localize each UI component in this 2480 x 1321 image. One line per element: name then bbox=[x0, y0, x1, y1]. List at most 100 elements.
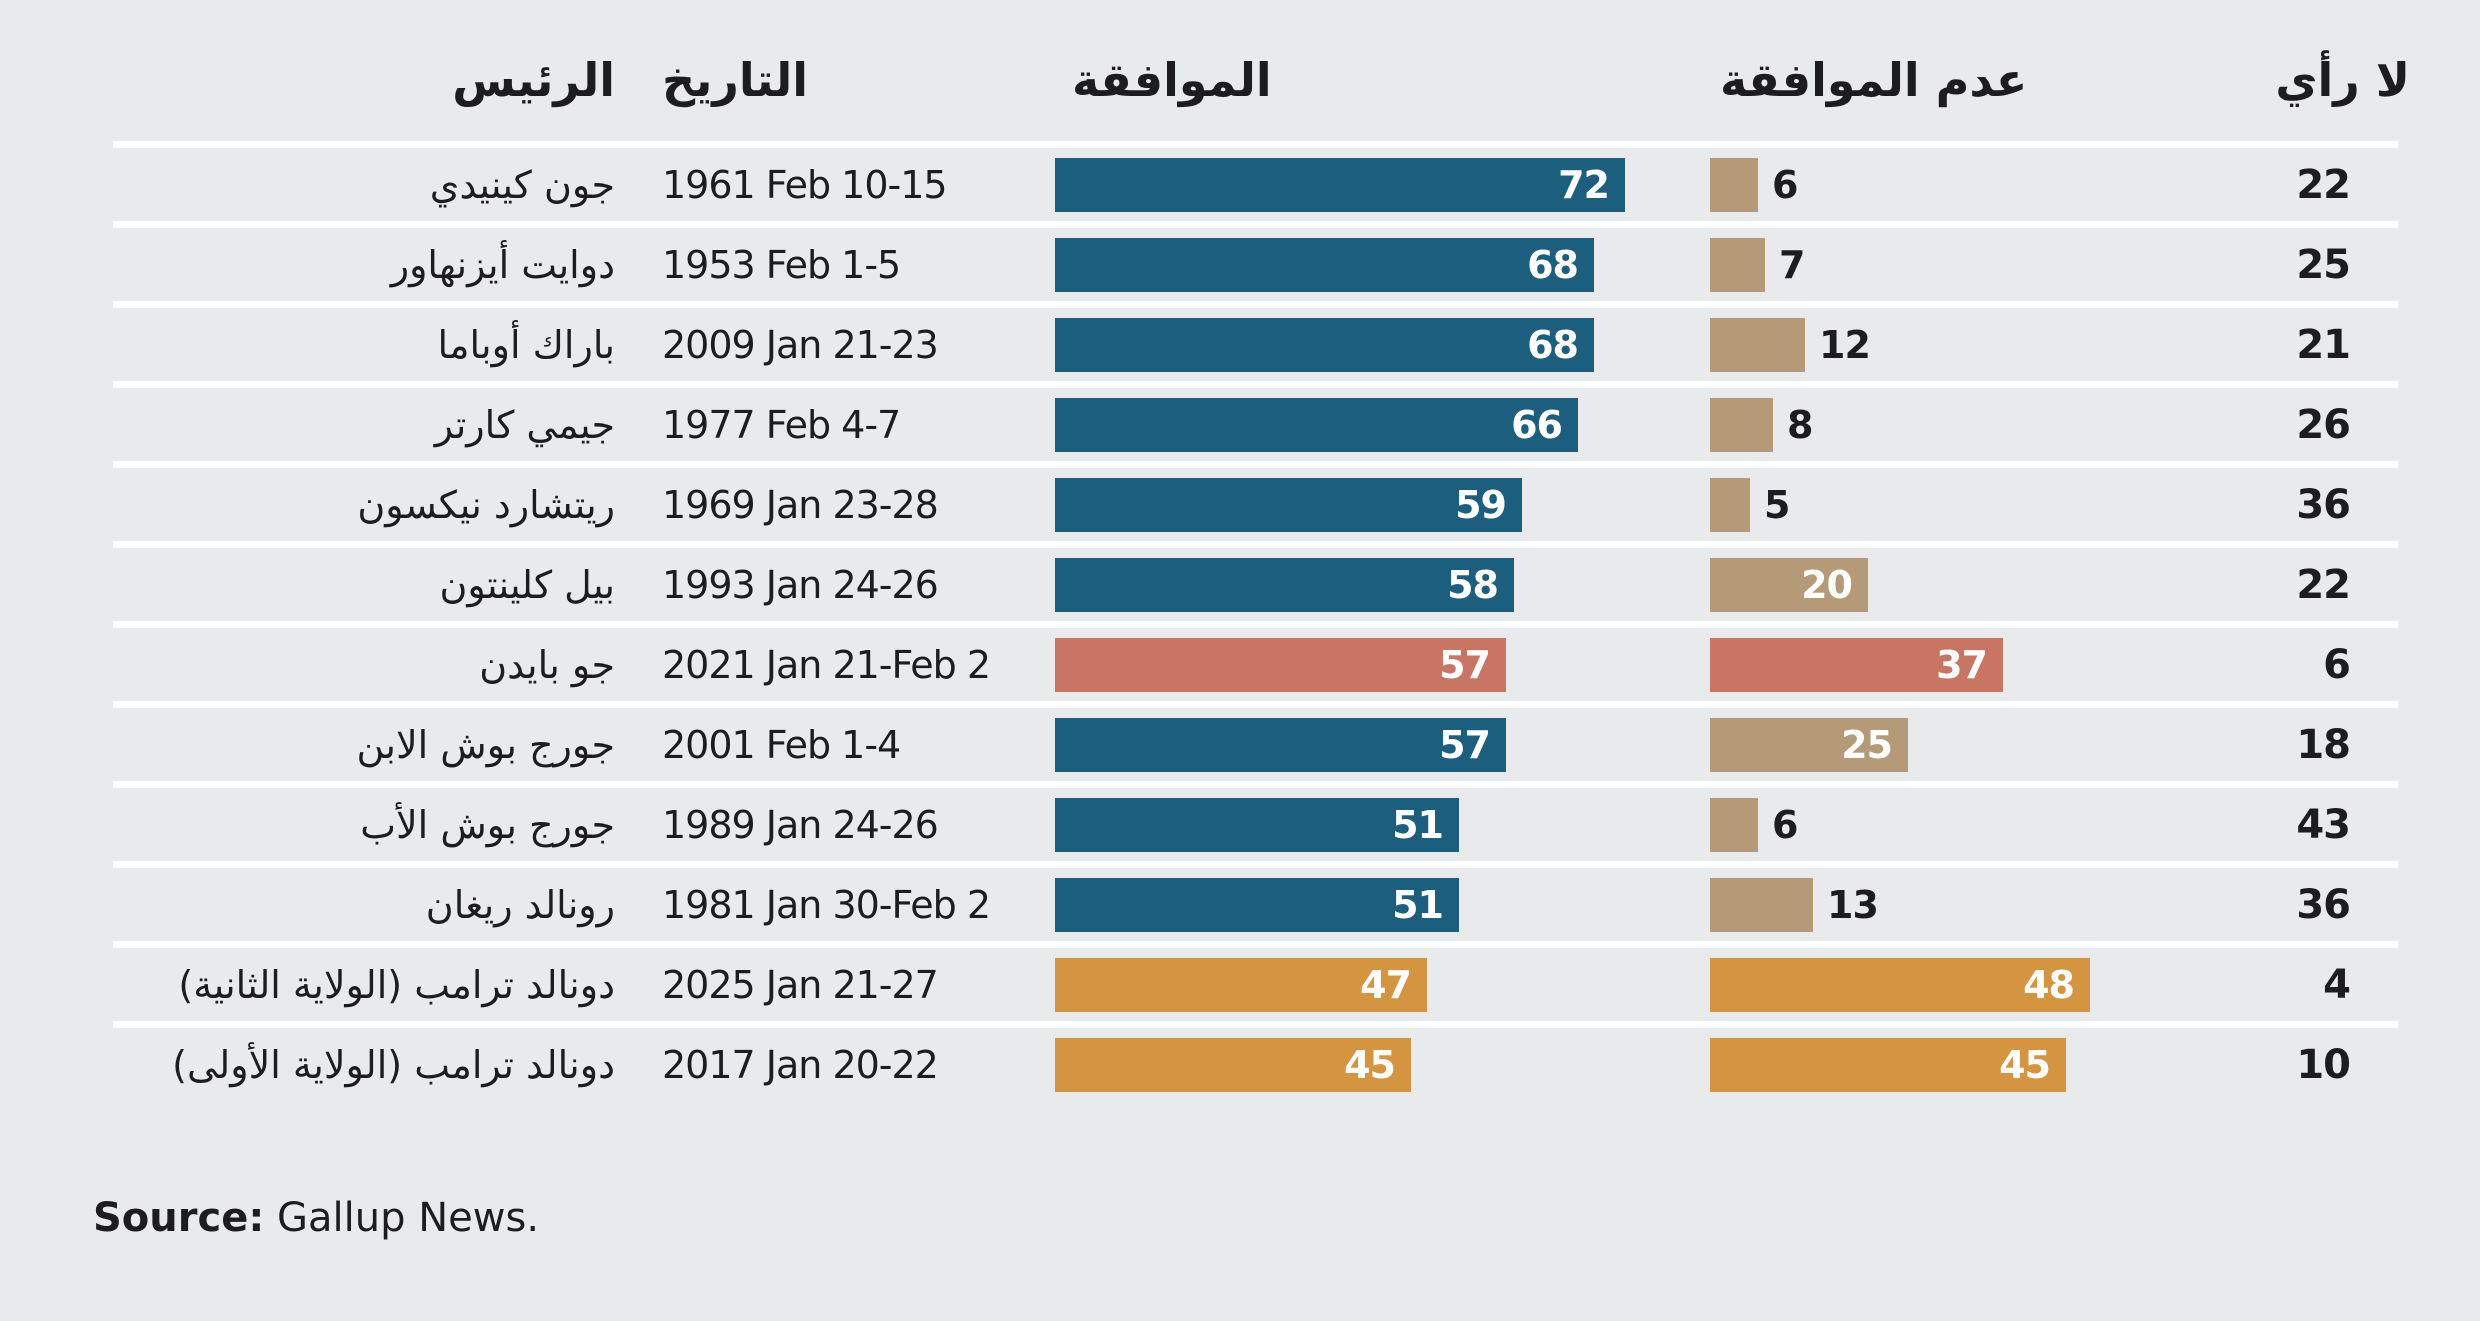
president-name: دونالد ترامب (الولاية الثانية) bbox=[178, 963, 615, 1007]
table-row: بيل كلينتون 1993 Jan 24-26 58 20 22 bbox=[0, 541, 2480, 625]
no-opinion-value: 25 bbox=[2296, 242, 2351, 288]
disapproval-value: 45 bbox=[1999, 1043, 2051, 1087]
table-row: دونالد ترامب (الولاية الأولى) 2017 Jan 2… bbox=[0, 1021, 2480, 1105]
poll-date: 2009 Jan 21-23 bbox=[662, 323, 939, 367]
disapproval-value: 5 bbox=[1764, 483, 1790, 527]
president-name: دونالد ترامب (الولاية الأولى) bbox=[172, 1043, 615, 1087]
disapproval-bar: 6 bbox=[1710, 798, 1798, 852]
president-name: جو بايدن bbox=[479, 643, 615, 687]
disapproval-value: 12 bbox=[1819, 323, 1871, 367]
row-separator bbox=[113, 381, 2398, 388]
disapproval-value: 13 bbox=[1827, 883, 1879, 927]
no-opinion-value: 18 bbox=[2296, 722, 2351, 768]
approval-value: 58 bbox=[1447, 563, 1499, 607]
table-row: جون كينيدي 1961 Feb 10-15 72 6 22 bbox=[0, 141, 2480, 225]
disapproval-bar: 37 bbox=[1710, 638, 2003, 692]
president-name: جيمي كارتر bbox=[434, 403, 615, 447]
disapproval-value: 48 bbox=[2023, 963, 2075, 1007]
president-name: دوايت أيزنهاور bbox=[390, 243, 615, 287]
row-separator bbox=[113, 141, 2398, 148]
table-row: دوايت أيزنهاور 1953 Feb 1-5 68 7 25 bbox=[0, 221, 2480, 305]
table-row: جورج بوش الأب 1989 Jan 24-26 51 6 43 bbox=[0, 781, 2480, 865]
approval-value: 72 bbox=[1558, 163, 1610, 207]
row-separator bbox=[113, 621, 2398, 628]
source-text: Gallup News. bbox=[264, 1195, 540, 1241]
disapproval-bar: 25 bbox=[1710, 718, 1908, 772]
no-opinion-value: 43 bbox=[2296, 802, 2351, 848]
poll-date: 1989 Jan 24-26 bbox=[662, 803, 939, 847]
no-opinion-value: 36 bbox=[2296, 482, 2351, 528]
no-opinion-value: 22 bbox=[2296, 562, 2351, 608]
poll-date: 1981 Jan 30-Feb 2 bbox=[662, 883, 991, 927]
approval-bar: 68 bbox=[1055, 238, 1594, 292]
poll-date: 1977 Feb 4-7 bbox=[662, 403, 901, 447]
table-row: رونالد ريغان 1981 Jan 30-Feb 2 51 13 36 bbox=[0, 861, 2480, 945]
president-name: باراك أوباما bbox=[437, 323, 615, 367]
disapproval-value: 7 bbox=[1779, 243, 1805, 287]
row-separator bbox=[113, 541, 2398, 548]
poll-date: 1969 Jan 23-28 bbox=[662, 483, 939, 527]
row-separator bbox=[113, 781, 2398, 788]
disapproval-bar: 8 bbox=[1710, 398, 1813, 452]
president-name: رونالد ريغان bbox=[425, 883, 615, 927]
approval-bar: 58 bbox=[1055, 558, 1514, 612]
approval-bar: 72 bbox=[1055, 158, 1625, 212]
disapproval-bar: 13 bbox=[1710, 878, 1879, 932]
president-name: جورج بوش الابن bbox=[356, 723, 616, 767]
approval-bar: 47 bbox=[1055, 958, 1427, 1012]
row-separator bbox=[113, 221, 2398, 228]
approval-bar: 68 bbox=[1055, 318, 1594, 372]
table-row: باراك أوباما 2009 Jan 21-23 68 12 21 bbox=[0, 301, 2480, 385]
disapproval-value: 25 bbox=[1841, 723, 1893, 767]
approval-value: 57 bbox=[1439, 643, 1491, 687]
disapproval-value: 37 bbox=[1936, 643, 1988, 687]
column-header-approve: الموافقة bbox=[1072, 53, 1272, 107]
poll-date: 2017 Jan 20-22 bbox=[662, 1043, 939, 1087]
disapproval-value: 6 bbox=[1772, 163, 1798, 207]
column-header-date: التاريخ bbox=[662, 53, 808, 107]
president-name: جون كينيدي bbox=[429, 163, 615, 207]
disapproval-value: 8 bbox=[1787, 403, 1813, 447]
poll-date: 1961 Feb 10-15 bbox=[662, 163, 948, 207]
disapproval-bar: 5 bbox=[1710, 478, 1790, 532]
table-row: جيمي كارتر 1977 Feb 4-7 66 8 26 bbox=[0, 381, 2480, 465]
approval-value: 51 bbox=[1392, 803, 1444, 847]
poll-date: 2001 Feb 1-4 bbox=[662, 723, 901, 767]
column-header-no-opinion: لا رأي bbox=[2275, 53, 2410, 107]
column-header-president: الرئيس bbox=[452, 53, 615, 107]
disapproval-bar: 48 bbox=[1710, 958, 2090, 1012]
table-row: دونالد ترامب (الولاية الثانية) 2025 Jan … bbox=[0, 941, 2480, 1025]
row-separator bbox=[113, 461, 2398, 468]
no-opinion-value: 36 bbox=[2296, 882, 2351, 928]
no-opinion-value: 21 bbox=[2296, 322, 2351, 368]
approval-value: 68 bbox=[1527, 243, 1579, 287]
president-name: ريتشارد نيكسون bbox=[357, 483, 615, 527]
approval-bar: 57 bbox=[1055, 718, 1506, 772]
no-opinion-value: 6 bbox=[2323, 642, 2351, 688]
no-opinion-value: 10 bbox=[2296, 1042, 2351, 1088]
approval-value: 68 bbox=[1527, 323, 1579, 367]
source-label: Source: bbox=[93, 1195, 265, 1241]
disapproval-bar: 45 bbox=[1710, 1038, 2066, 1092]
disapproval-bar: 7 bbox=[1710, 238, 1805, 292]
approval-value: 51 bbox=[1392, 883, 1444, 927]
approval-bar: 66 bbox=[1055, 398, 1578, 452]
disapproval-bar: 12 bbox=[1710, 318, 1871, 372]
disapproval-bar: 6 bbox=[1710, 158, 1798, 212]
row-separator bbox=[113, 301, 2398, 308]
approval-value: 45 bbox=[1344, 1043, 1396, 1087]
poll-date: 1953 Feb 1-5 bbox=[662, 243, 901, 287]
president-name: جورج بوش الأب bbox=[360, 803, 615, 847]
approval-bar: 51 bbox=[1055, 878, 1459, 932]
row-separator bbox=[113, 1021, 2398, 1028]
approval-value: 47 bbox=[1360, 963, 1412, 1007]
table-row: ريتشارد نيكسون 1969 Jan 23-28 59 5 36 bbox=[0, 461, 2480, 545]
source-line: Source: Gallup News. bbox=[93, 1190, 539, 1246]
approval-bar: 45 bbox=[1055, 1038, 1411, 1092]
chart-rows: جون كينيدي 1961 Feb 10-15 72 6 22 دوايت … bbox=[0, 141, 2480, 1105]
approval-value: 59 bbox=[1455, 483, 1507, 527]
no-opinion-value: 22 bbox=[2296, 162, 2351, 208]
row-separator bbox=[113, 941, 2398, 948]
poll-date: 2025 Jan 21-27 bbox=[662, 963, 939, 1007]
